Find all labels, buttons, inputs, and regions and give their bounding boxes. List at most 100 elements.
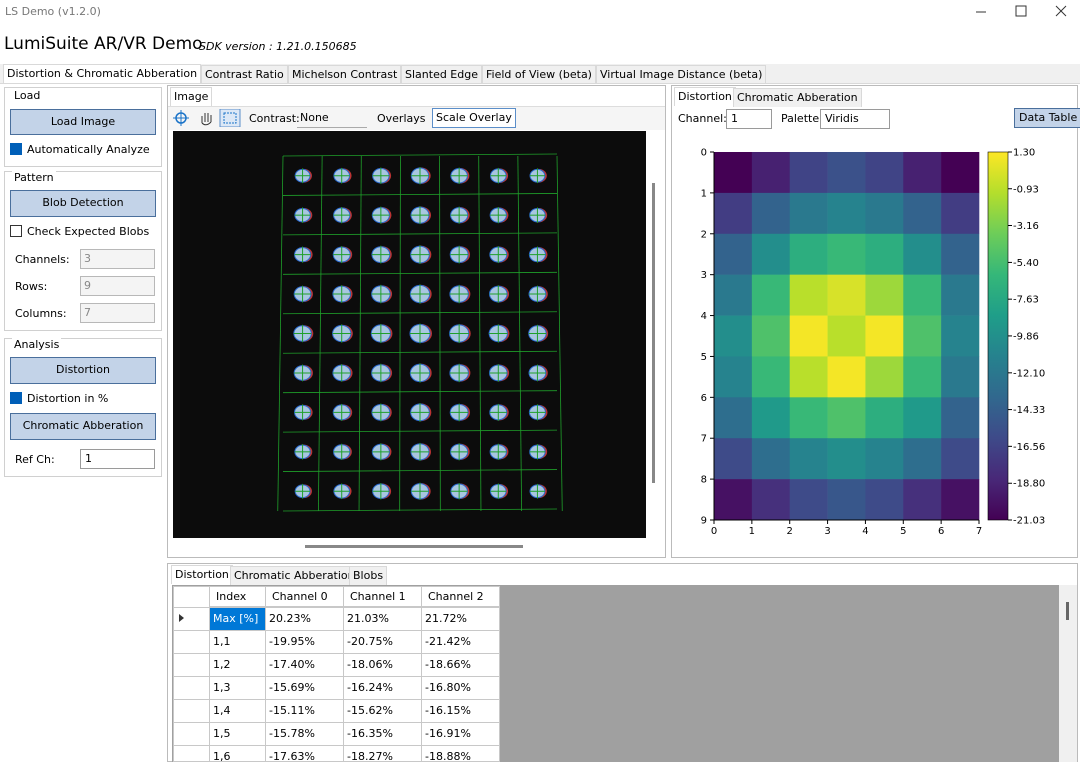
x-tick-label: 5: [900, 526, 906, 537]
y-tick-label: 7: [701, 434, 707, 445]
table-cell[interactable]: Max [%]: [209, 607, 266, 631]
overlay-line: [282, 390, 558, 394]
table-cell[interactable]: -16.80%: [421, 676, 500, 700]
ref-channel-combo[interactable]: 1: [80, 449, 155, 469]
scrollbar[interactable]: [1059, 585, 1077, 762]
load-image-button[interactable]: Load Image: [10, 109, 156, 135]
distortion-button[interactable]: Distortion: [10, 357, 156, 384]
plot-tab[interactable]: Distortion: [674, 87, 736, 106]
heatmap-cell: [903, 315, 942, 357]
main-tab[interactable]: Distortion & Chromatic Abberation: [3, 64, 202, 84]
table-cell[interactable]: -17.40%: [265, 653, 344, 677]
table-cell[interactable]: 1,4: [209, 699, 266, 723]
table-cell[interactable]: -15.62%: [343, 699, 422, 723]
table-cell[interactable]: -18.88%: [421, 745, 500, 762]
toolbar-icons[interactable]: [172, 109, 242, 127]
bottom-tab[interactable]: Blobs: [349, 566, 388, 585]
overlay-line: [282, 350, 558, 354]
table-cell[interactable]: -16.35%: [343, 722, 422, 746]
palette-combo[interactable]: Viridis: [820, 109, 890, 129]
blob-detection-button[interactable]: Blob Detection: [10, 190, 156, 217]
heatmap-cell: [865, 315, 904, 357]
table-cell[interactable]: -19.95%: [265, 630, 344, 654]
x-tick-label: 7: [976, 526, 982, 537]
heatmap-cell: [827, 397, 866, 439]
toolbar: [168, 106, 665, 130]
y-tick-label: 5: [701, 352, 707, 363]
heatmap-cell: [941, 152, 980, 194]
heatmap-cell: [714, 315, 753, 357]
table-cell[interactable]: 21.72%: [421, 607, 500, 631]
main-tab[interactable]: Field of View (beta): [482, 65, 596, 85]
checkbox[interactable]: [10, 143, 22, 155]
main-tab[interactable]: Virtual Image Distance (beta): [596, 65, 767, 85]
table-cell[interactable]: 1,6: [209, 745, 266, 762]
x-tick-label: 2: [787, 526, 793, 537]
bottom-tab[interactable]: Chromatic Abberation: [230, 566, 359, 585]
colorbar: [987, 151, 1009, 521]
table-cell[interactable]: -17.63%: [265, 745, 344, 762]
heatmap-cell: [865, 274, 904, 316]
x-tick-label: 0: [711, 526, 717, 537]
table-cell[interactable]: 20.23%: [265, 607, 344, 631]
heatmap-cell: [827, 479, 866, 521]
spin-field[interactable]: 3: [80, 249, 155, 269]
table-cell[interactable]: -18.06%: [343, 653, 422, 677]
table-cell[interactable]: -16.24%: [343, 676, 422, 700]
header: [0, 24, 1080, 64]
table-cell[interactable]: -16.91%: [421, 722, 500, 746]
contrast-combo[interactable]: None: [297, 108, 367, 128]
table-cell[interactable]: -18.66%: [421, 653, 500, 677]
x-tick-label: 3: [824, 526, 830, 537]
overlays-menu[interactable]: Overlays: [377, 112, 426, 125]
table-cell[interactable]: -15.78%: [265, 722, 344, 746]
table-cell[interactable]: -21.42%: [421, 630, 500, 654]
scale-overlay-button[interactable]: Scale Overlay: [432, 108, 516, 128]
data-table-button[interactable]: Data Table: [1014, 108, 1080, 128]
y-tick-label: 1: [701, 188, 707, 199]
heatmap-cell: [714, 152, 753, 194]
window-controls[interactable]: [970, 2, 1080, 22]
heatmap-cell: [714, 438, 753, 480]
x-tick-label: 4: [862, 526, 868, 537]
table-cell[interactable]: 1,1: [209, 630, 266, 654]
main-tab[interactable]: Contrast Ratio: [201, 65, 288, 85]
table-cell[interactable]: 1,3: [209, 676, 266, 700]
spin-field[interactable]: 9: [80, 276, 155, 296]
checkbox[interactable]: [10, 225, 22, 237]
checkbox[interactable]: [10, 392, 22, 404]
table-cell[interactable]: 1,2: [209, 653, 266, 677]
table-cell[interactable]: 1,5: [209, 722, 266, 746]
main-tab[interactable]: Michelson Contrast: [288, 65, 402, 85]
heatmap-cell: [941, 315, 980, 357]
table-cell[interactable]: -16.15%: [421, 699, 500, 723]
table-cell[interactable]: -20.75%: [343, 630, 422, 654]
table-cell[interactable]: -18.27%: [343, 745, 422, 762]
bottom-tab[interactable]: Distortion: [171, 565, 233, 584]
checkbox-label: Check Expected Blobs: [27, 225, 150, 238]
table-cell[interactable]: 21.03%: [343, 607, 422, 631]
colorbar-tick-label: -3.16: [1013, 221, 1039, 232]
scrollbar[interactable]: [652, 183, 655, 483]
spin-field[interactable]: 7: [80, 303, 155, 323]
plot-panel: [671, 85, 1078, 558]
plot-tab[interactable]: Chromatic Abberation: [733, 88, 862, 107]
heatmap-cell: [751, 356, 791, 398]
overlay-line: [282, 469, 558, 472]
table-cell[interactable]: -15.11%: [265, 699, 344, 723]
row-header-cell: [173, 676, 210, 700]
heatmap-cell: [827, 315, 866, 357]
image-tab[interactable]: Image: [170, 87, 213, 106]
title-bar: [0, 0, 1080, 24]
row-header-cell: [173, 699, 210, 723]
heatmap-cell: [865, 397, 904, 439]
table-cell[interactable]: -15.69%: [265, 676, 344, 700]
overlay-line: [358, 155, 362, 512]
channel-combo[interactable]: 1: [726, 109, 772, 129]
main-tab[interactable]: Slanted Edge: [401, 65, 482, 85]
palette-label: Palette:: [781, 112, 823, 125]
scroll-thumb[interactable]: [1066, 602, 1069, 620]
heatmap-cell: [941, 438, 980, 480]
chromatic-button[interactable]: Chromatic Abberation: [10, 413, 156, 440]
scrollbar[interactable]: [305, 545, 523, 548]
